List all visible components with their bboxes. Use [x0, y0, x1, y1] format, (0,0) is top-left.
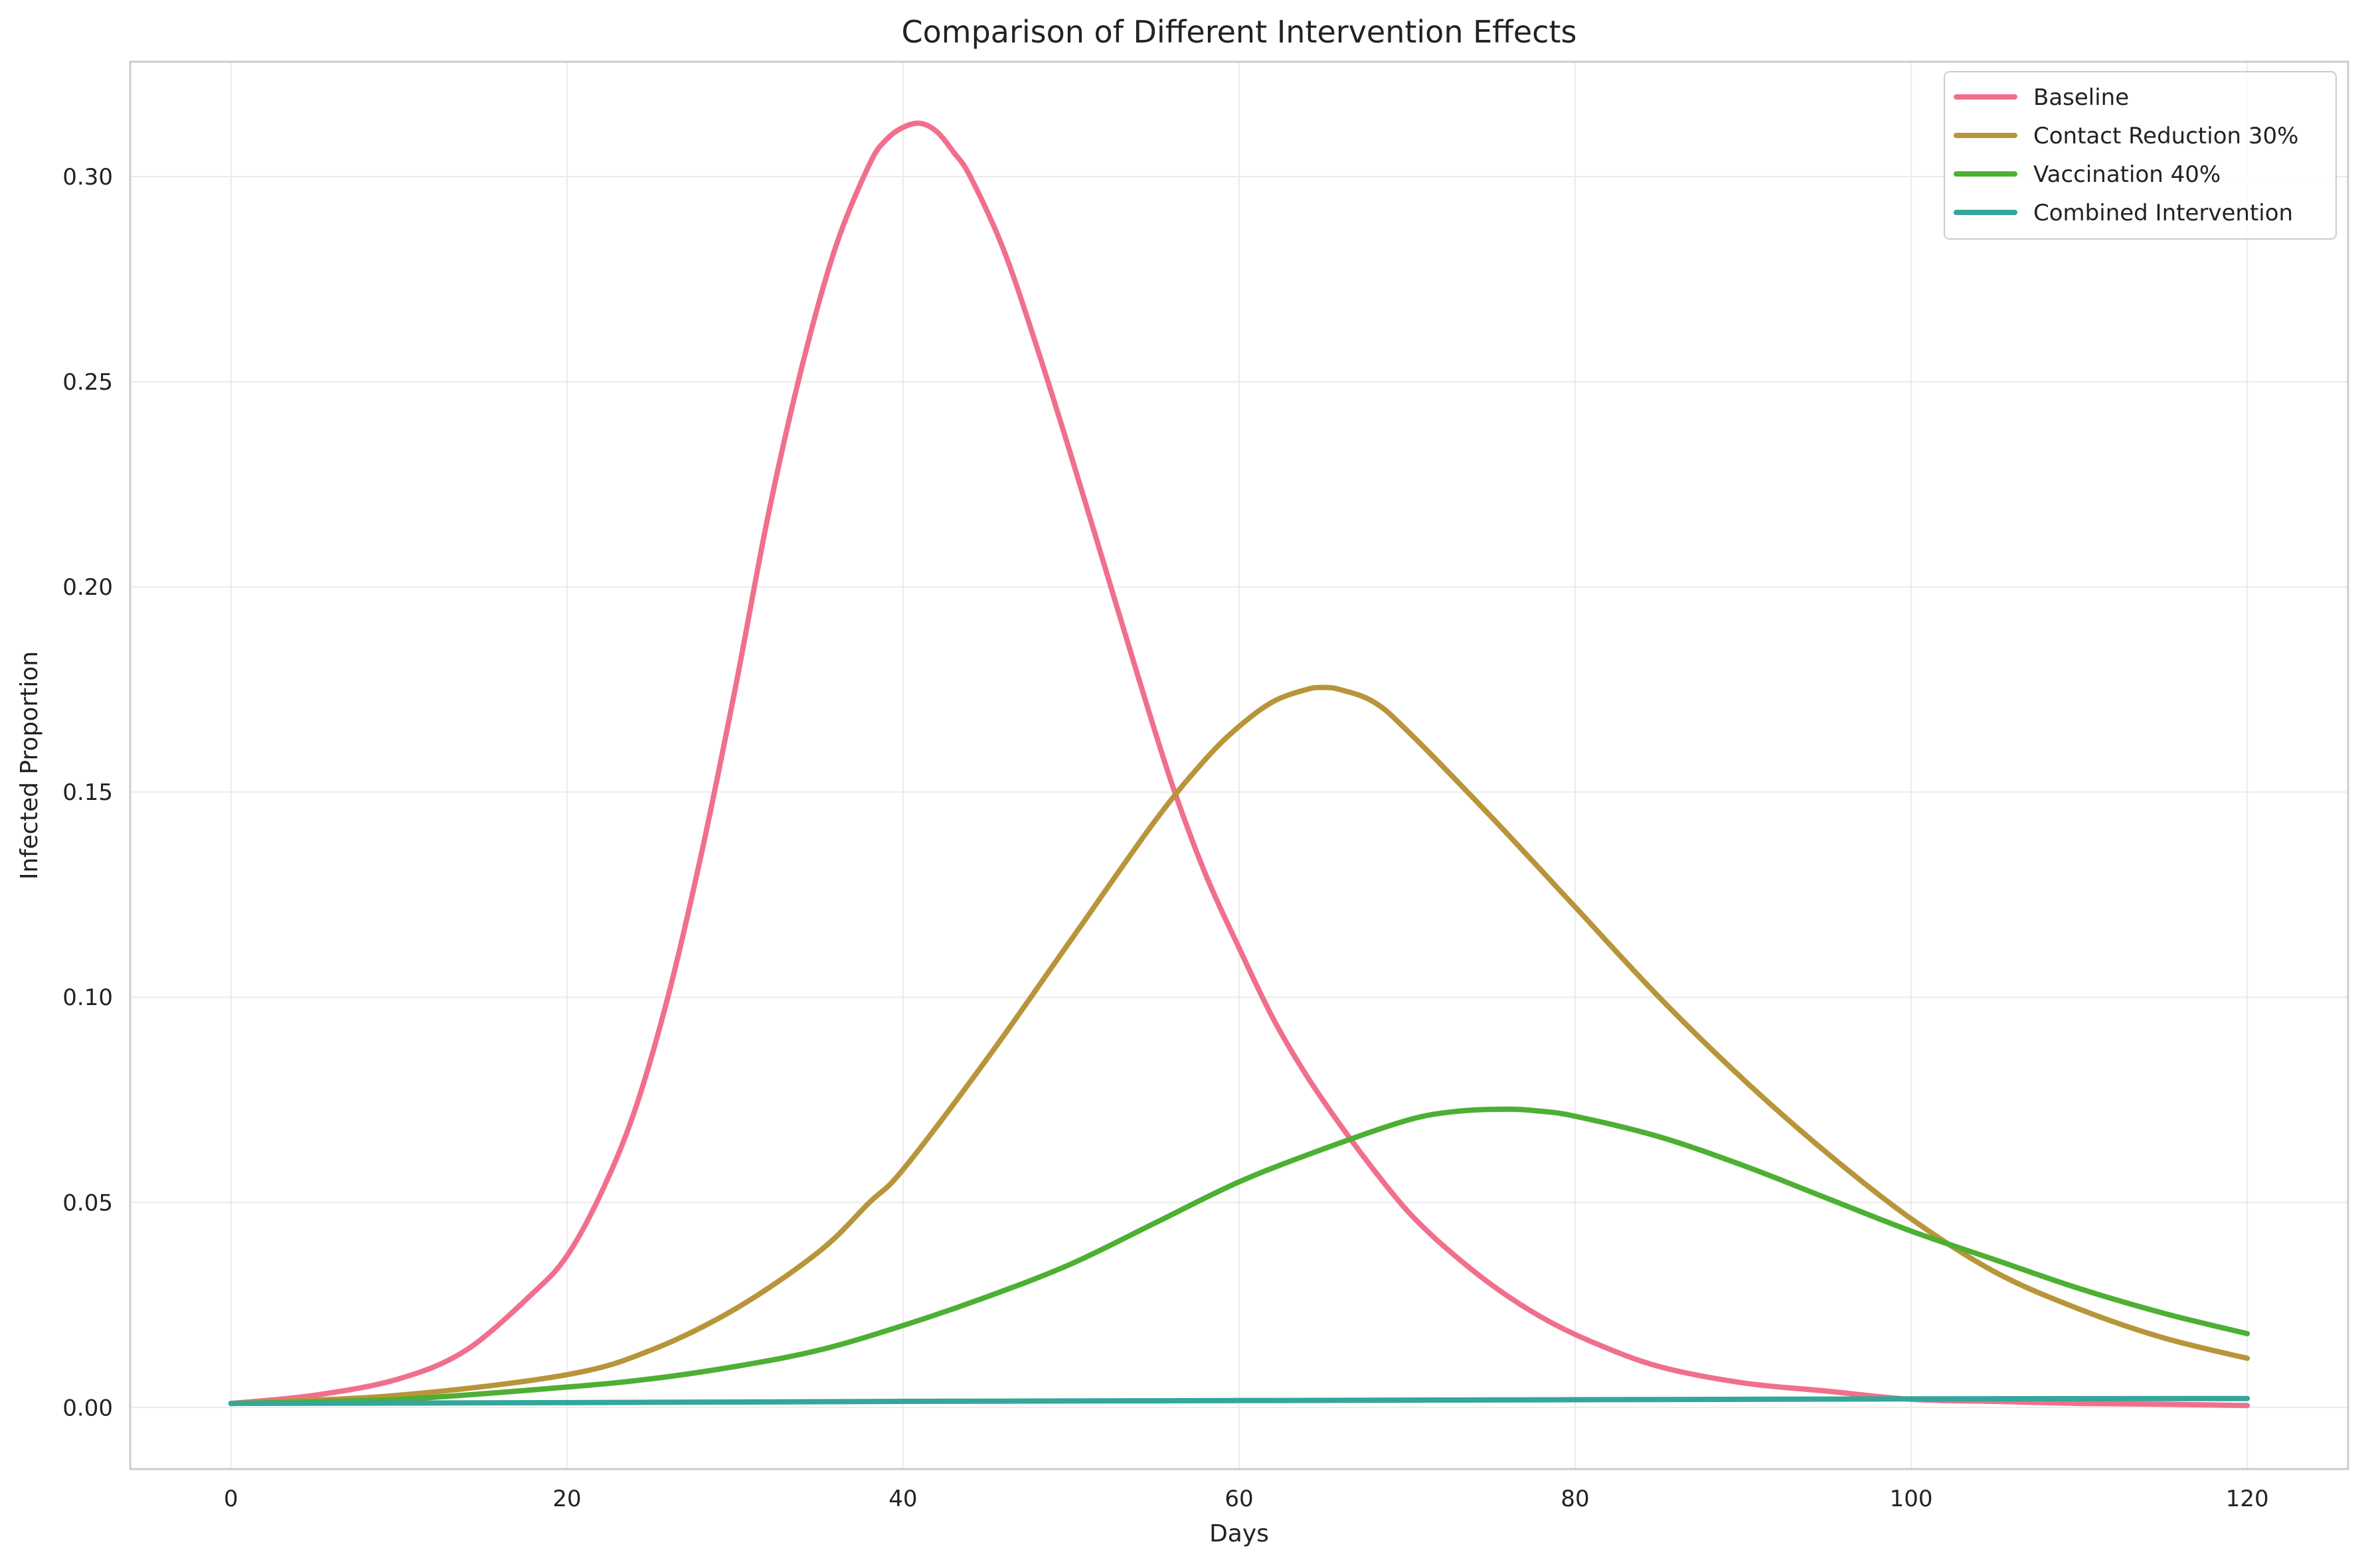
legend-label-0: Baseline	[2033, 84, 2129, 111]
plot-frame	[129, 60, 2349, 1470]
y-tick-label: 0.30	[62, 164, 113, 191]
x-tick-label: 60	[1225, 1486, 1253, 1512]
y-ticks: 0.00 0.05 0.10 0.15 0.20 0.25 0.30	[62, 164, 113, 1421]
y-tick-label: 0.10	[62, 984, 113, 1011]
chart-title: Comparison of Different Intervention Eff…	[902, 14, 1577, 50]
x-tick-label: 40	[888, 1486, 917, 1512]
series-line-1	[228, 684, 2250, 1407]
x-axis-label: Days	[1209, 1520, 1269, 1547]
y-tick-label: 0.15	[62, 779, 113, 806]
series-line-0	[228, 120, 2250, 1409]
y-axis-label: Infected Proportion	[16, 651, 43, 880]
grid	[130, 62, 2348, 1469]
series-lines	[228, 120, 2250, 1409]
legend-label-1: Contact Reduction 30%	[2033, 123, 2298, 149]
x-tick-label: 20	[552, 1486, 581, 1512]
y-tick-label: 0.00	[62, 1395, 113, 1421]
x-ticks: 0 20 40 60 80 100 120	[224, 1486, 2269, 1512]
legend-label-2: Vaccination 40%	[2033, 161, 2221, 188]
x-tick-label: 120	[2226, 1486, 2269, 1512]
y-tick-label: 0.25	[62, 369, 113, 396]
series-line-3	[228, 1395, 2250, 1407]
legend-box	[1944, 71, 2337, 240]
legend: Baseline Contact Reduction 30% Vaccination…	[1944, 71, 2337, 240]
x-tick-label: 80	[1561, 1486, 1589, 1512]
series-line-2	[228, 1106, 2250, 1407]
x-tick-label: 100	[1890, 1486, 1933, 1512]
y-tick-label: 0.05	[62, 1190, 113, 1216]
legend-label-3: Combined Intervention	[2033, 200, 2293, 226]
x-tick-label: 0	[224, 1486, 238, 1512]
y-tick-label: 0.20	[62, 574, 113, 601]
